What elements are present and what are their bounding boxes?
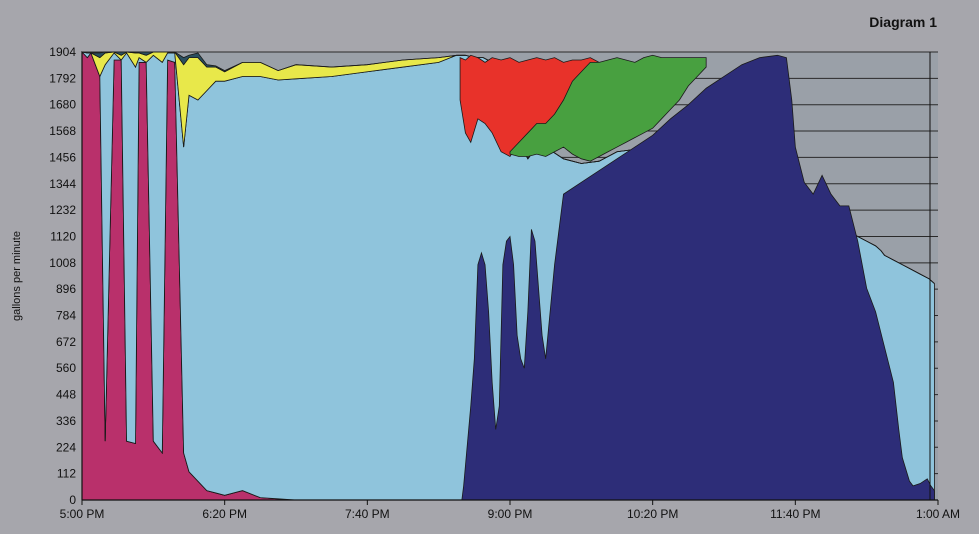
y-tick-label: 1904: [49, 45, 76, 59]
y-tick-label: 1344: [49, 177, 76, 191]
dark-blue-band: [461, 54, 935, 501]
y-tick-label: 1120: [50, 229, 76, 243]
y-tick-label: 1456: [49, 150, 76, 164]
y-tick-label: 784: [56, 309, 76, 323]
y-tick-label: 448: [56, 388, 76, 402]
series-area-4: [81, 51, 935, 284]
x-tick-label: 11:40 PM: [770, 507, 820, 521]
x-tick-label: 1:00 AM: [916, 507, 960, 521]
x-tick-label: 5:00 PM: [60, 507, 105, 521]
chart-title: Diagram 1: [869, 14, 937, 30]
green-band: [509, 54, 707, 162]
x-tick-label: 6:20 PM: [202, 507, 247, 521]
y-tick-label: 112: [57, 467, 76, 481]
y-tick-label: 1232: [49, 203, 76, 217]
y-tick-label: 1792: [49, 71, 76, 85]
x-tick-label: 7:40 PM: [345, 507, 390, 521]
y-tick-label: 560: [56, 361, 76, 375]
y-tick-label: 672: [56, 335, 76, 349]
x-tick-label: 9:00 PM: [488, 507, 533, 521]
y-tick-label: 1568: [49, 124, 76, 138]
y-tick-label: 1008: [49, 256, 76, 270]
y-tick-label: 896: [56, 282, 76, 296]
y-tick-label: 1680: [49, 98, 76, 112]
x-tick-label: 10:20 PM: [627, 507, 678, 521]
y-tick-label: 0: [69, 493, 76, 507]
y-tick-label: 336: [56, 414, 76, 428]
y-tick-label: 224: [56, 440, 76, 454]
